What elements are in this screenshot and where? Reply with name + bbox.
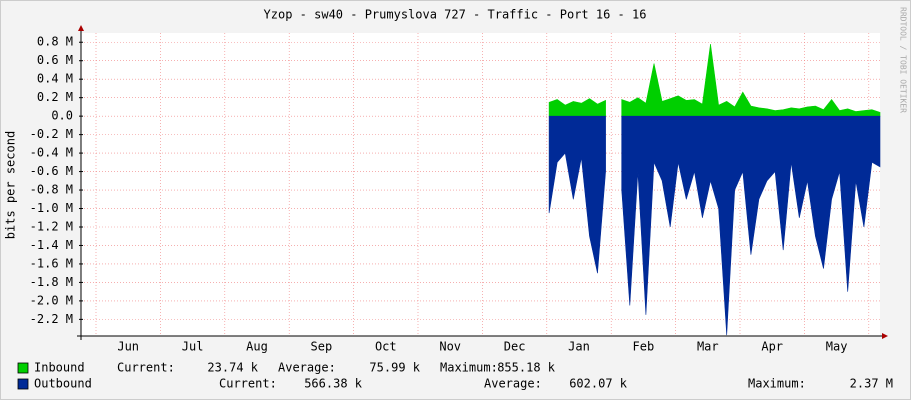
stat-label: Maximum: [748, 377, 806, 391]
x-tick-label: Feb [633, 340, 655, 354]
legend-swatch [17, 378, 29, 390]
chart-title: Yzop - sw40 - Prumyslova 727 - Traffic -… [264, 8, 647, 22]
y-tick-label: -2.0 M [30, 293, 73, 307]
grid [81, 33, 880, 336]
stat-label: Average: [278, 361, 336, 375]
y-tick-label: -0.6 M [30, 164, 73, 178]
y-tick-label: -0.2 M [30, 127, 73, 141]
y-tick-label: -2.2 M [30, 312, 73, 326]
y-tick-label: -0.8 M [30, 183, 73, 197]
stat-value: 2.37 M [850, 377, 893, 391]
x-tick-label: Sep [311, 340, 333, 354]
x-tick-label: Apr [761, 340, 783, 354]
y-tick-label: 0.8 M [37, 35, 73, 49]
y-tick-label: 0.4 M [37, 72, 73, 86]
area [548, 44, 881, 117]
y-tick-label: -1.2 M [30, 219, 73, 233]
stat-value: 23.74 k [207, 361, 258, 375]
x-tick-label: Jul [182, 340, 204, 354]
x-tick-label: Mar [697, 340, 719, 354]
x-tick-label: Jan [568, 340, 590, 354]
stat-value: 855.18 k [497, 361, 556, 375]
legend: Inbound Current: 23.74 k Average: 75.99 k Max… [17, 361, 893, 391]
x-tick-label: Dec [504, 340, 526, 354]
stat-label: Maximum: [440, 361, 498, 375]
axes: 0.8 M 0.6 M 0.4 M 0.2 M 0.0 -0.2 M -0.4 M -0.6 … [30, 25, 888, 354]
y-tick-label: 0.6 M [37, 53, 73, 67]
x-tick-label: Aug [246, 340, 268, 354]
y-tick-label: 0.0 [51, 109, 73, 123]
stat-label: Current: [219, 377, 277, 391]
legend-label: Inbound [34, 361, 85, 375]
y-tick-label: -1.4 M [30, 238, 73, 252]
marks [548, 44, 881, 336]
x-tick-label: Oct [375, 340, 397, 354]
y-tick-label: -1.6 M [30, 256, 73, 270]
y-tick-label: -1.0 M [30, 201, 73, 215]
y-tick-label: -1.8 M [30, 275, 73, 289]
area [548, 115, 881, 336]
y-axis-label: bits per second [4, 131, 18, 239]
x-arrow [882, 333, 888, 339]
stat-value: 602.07 k [569, 377, 628, 391]
x-tick-label: Jun [117, 340, 139, 354]
y-tick-label: 0.2 M [37, 90, 73, 104]
stat-label: Current: [117, 361, 175, 375]
stat-label: Average: [484, 377, 542, 391]
y-tick-label: -0.4 M [30, 146, 73, 160]
x-tick-label: May [826, 340, 848, 354]
stat-value: 75.99 k [369, 361, 420, 375]
watermark: RRDTOOL / TOBI OETIKER [899, 7, 908, 113]
legend-swatch [17, 362, 29, 374]
x-tick-label: Nov [439, 340, 461, 354]
y-arrow [78, 25, 84, 31]
stat-value: 566.38 k [304, 377, 363, 391]
legend-label: Outbound [34, 377, 92, 391]
